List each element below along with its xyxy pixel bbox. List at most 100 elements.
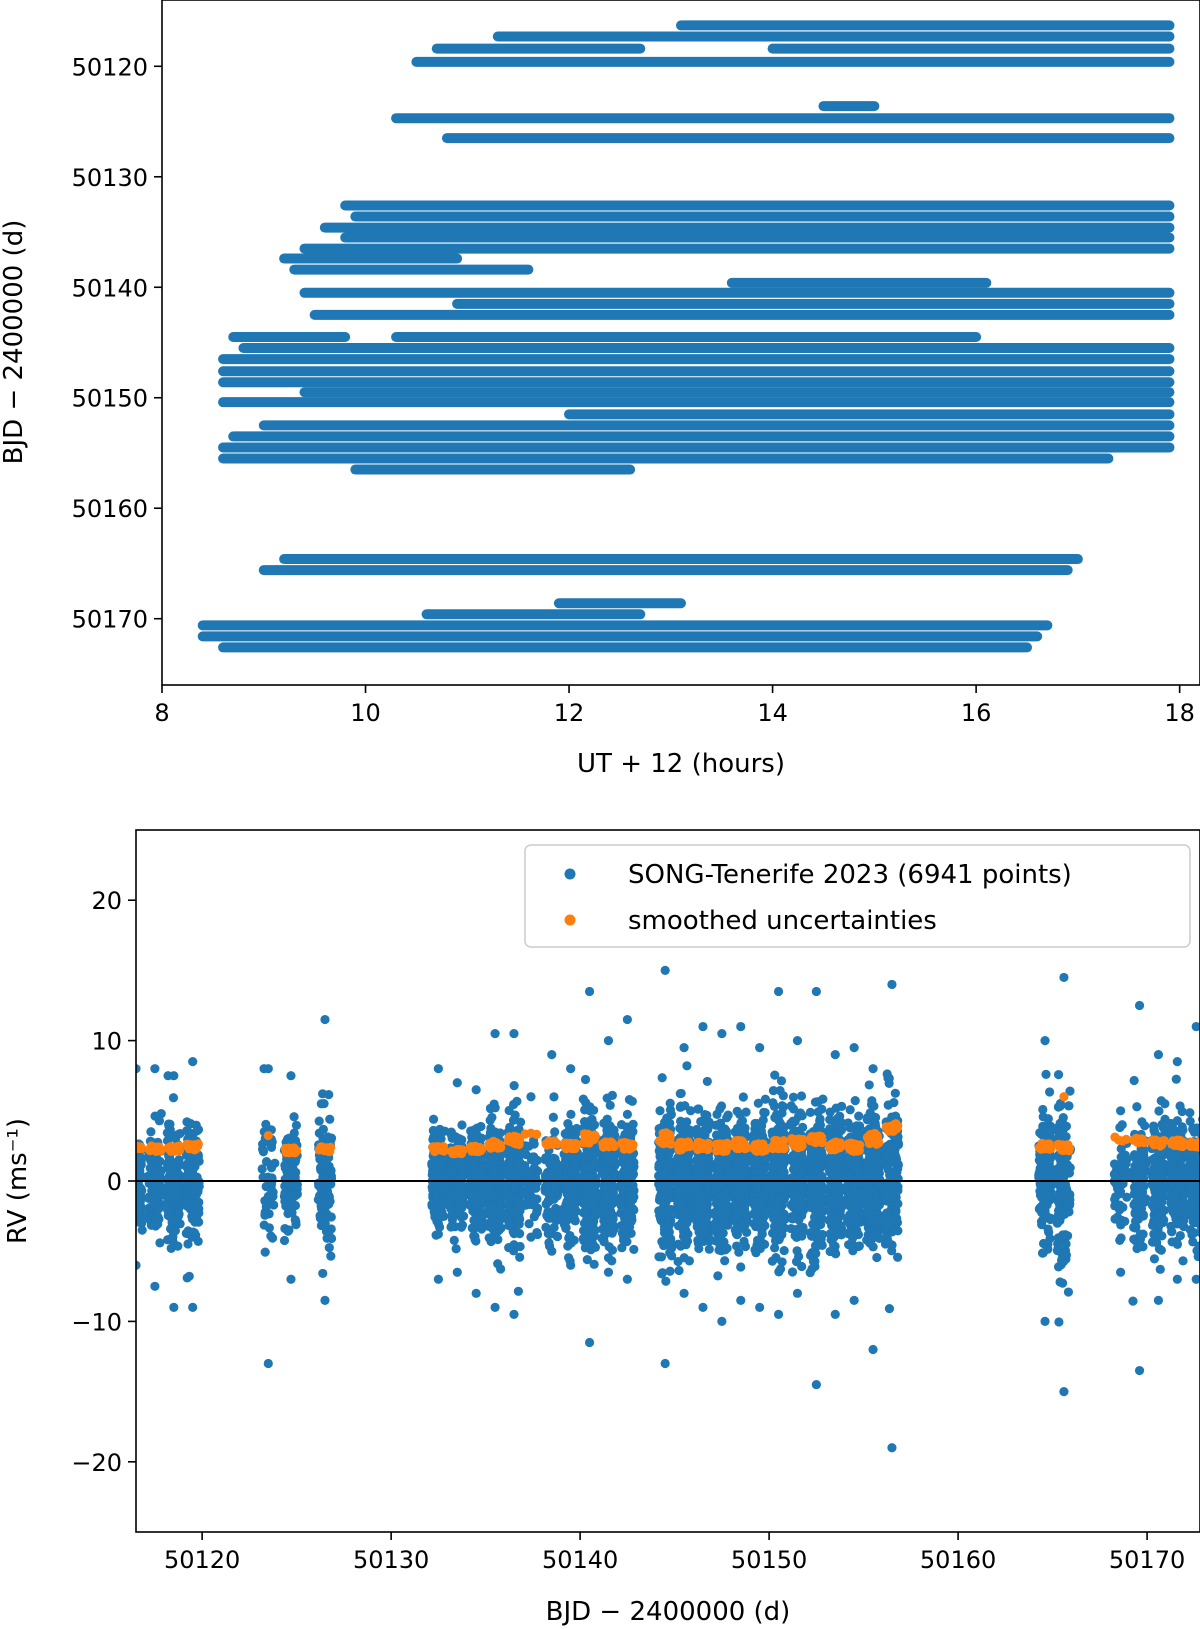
y-tick-label: 50120 xyxy=(72,53,148,81)
rv-point xyxy=(796,1109,806,1119)
rv-point xyxy=(716,1101,727,1111)
rv-point xyxy=(318,1089,328,1099)
rv-point xyxy=(753,1098,763,1108)
rv-point xyxy=(192,1125,202,1136)
rv-point xyxy=(625,1126,635,1137)
rv-point xyxy=(508,1115,519,1125)
rv-point xyxy=(521,1149,531,1160)
rv-point xyxy=(194,1208,204,1218)
rv-point xyxy=(510,1182,521,1193)
rv-point xyxy=(515,1229,525,1239)
rv-point xyxy=(324,1191,334,1202)
rv-point xyxy=(701,1153,712,1163)
rv-point xyxy=(282,1163,293,1173)
rv-point xyxy=(447,1167,457,1177)
rv-point xyxy=(183,1239,193,1249)
x-tick-label: 16 xyxy=(961,699,992,727)
rv-point xyxy=(547,1246,557,1256)
rv-point xyxy=(169,1302,179,1312)
rv-point xyxy=(455,1208,465,1218)
rv-point xyxy=(580,1198,590,1208)
rv-point xyxy=(622,1274,632,1284)
rv-point xyxy=(471,1085,481,1095)
rv-point xyxy=(751,1248,761,1258)
rv-point xyxy=(673,1153,684,1164)
rv-point xyxy=(452,1267,462,1277)
rv-point xyxy=(548,1112,558,1122)
rv-point xyxy=(736,1295,746,1305)
rv-point xyxy=(315,1211,325,1221)
rv-point xyxy=(787,1267,798,1277)
rv-point xyxy=(752,1123,762,1133)
rv-point xyxy=(756,1175,766,1185)
rv-point xyxy=(660,1358,670,1369)
rv-points xyxy=(136,965,1200,1453)
rv-point xyxy=(625,1197,636,1207)
rv-point xyxy=(503,1149,513,1159)
rv-point xyxy=(779,1245,789,1256)
rv-point xyxy=(436,1211,446,1222)
rv-point xyxy=(600,1166,611,1176)
rv-point xyxy=(679,1288,689,1298)
rv-point xyxy=(489,1192,499,1202)
rv-point xyxy=(657,1073,667,1083)
rv-point xyxy=(285,1191,295,1202)
rv-point xyxy=(526,1092,536,1102)
rv-point xyxy=(467,1223,477,1233)
rv-point xyxy=(320,1295,330,1305)
rv-point xyxy=(791,1257,802,1267)
rv-point xyxy=(150,1281,160,1291)
rv-point xyxy=(760,1108,770,1118)
rv-point xyxy=(655,1106,665,1116)
rv-point xyxy=(136,1169,145,1179)
x-tick-label: 18 xyxy=(1164,699,1195,727)
rv-point xyxy=(675,1088,685,1099)
rv-point xyxy=(736,1262,746,1272)
rv-point xyxy=(490,1217,500,1227)
rv-point xyxy=(620,1221,630,1231)
rv-point xyxy=(507,1207,518,1217)
rv-point xyxy=(759,1239,770,1249)
rv-point xyxy=(598,1233,609,1243)
rv-point xyxy=(520,1200,530,1210)
rv-point xyxy=(136,1184,146,1194)
rv-point xyxy=(189,1228,200,1238)
rv-point xyxy=(326,1212,336,1222)
rv-point xyxy=(694,1243,704,1254)
coverage-panel: 8 10 12 14 16 18 5012050130501405015050160501… xyxy=(0,0,1200,779)
rv-point xyxy=(626,1212,637,1222)
rv-point xyxy=(485,1204,495,1214)
rv-point xyxy=(316,1201,326,1211)
rv-point xyxy=(698,1201,709,1211)
rv-point xyxy=(627,1096,637,1106)
rv-point xyxy=(616,1201,627,1211)
rv-point xyxy=(715,1239,725,1249)
rv-point xyxy=(467,1132,477,1142)
rv-point xyxy=(266,1142,277,1153)
rv-point xyxy=(169,1071,179,1081)
rv-point xyxy=(165,1130,175,1140)
rv-point xyxy=(467,1191,477,1201)
rv-point xyxy=(776,1164,786,1174)
rv-point xyxy=(170,1190,180,1201)
rv-point xyxy=(777,1101,788,1112)
rv-point xyxy=(471,1236,481,1246)
rv-point xyxy=(665,1098,675,1108)
rv-point xyxy=(768,1228,778,1238)
rv-point xyxy=(680,1101,690,1111)
rv-point xyxy=(750,1155,760,1165)
rv-point xyxy=(616,1178,626,1188)
rv-point xyxy=(809,1159,820,1170)
rv-point xyxy=(433,1064,443,1074)
rv-point xyxy=(148,1220,158,1230)
rv-point xyxy=(562,1189,572,1199)
rv-point xyxy=(589,1105,599,1115)
rv-point xyxy=(811,1379,821,1390)
rv-point xyxy=(580,1074,591,1085)
rv-point xyxy=(324,1231,334,1241)
rv-point xyxy=(146,1127,156,1137)
rv-point xyxy=(428,1114,439,1124)
rv-point xyxy=(290,1215,300,1225)
rv-point xyxy=(136,1209,140,1219)
